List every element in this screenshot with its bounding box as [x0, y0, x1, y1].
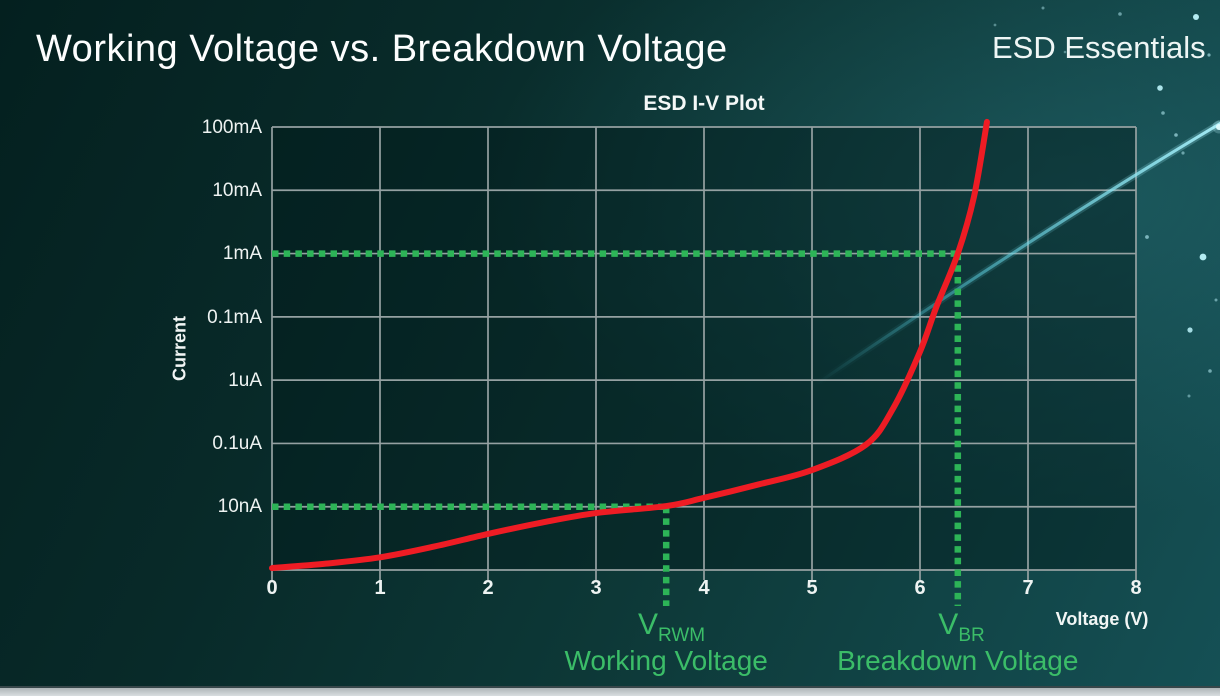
y-tick-label: 10nA [217, 496, 262, 517]
x-tick-label: 8 [1130, 577, 1142, 599]
y-tick-label: 1uA [228, 370, 262, 391]
x-tick-label: 4 [698, 577, 710, 599]
x-tick-label: 5 [806, 577, 818, 599]
background-particles [993, 6, 1220, 398]
grid-lines [271, 126, 1137, 580]
x-axis-title: Voltage (V) [1055, 609, 1149, 629]
y-tick-label: 100mA [201, 117, 262, 138]
vbr-v: V [938, 608, 959, 641]
chart-title: ESD I-V Plot [643, 92, 765, 115]
y-axis-title: Current [169, 316, 190, 382]
x-tick-label: 7 [1022, 577, 1034, 599]
x-tick-label: 2 [482, 577, 494, 599]
x-tick-label: 6 [914, 577, 926, 599]
iv-curve [269, 118, 990, 572]
slide-title: Working Voltage vs. Breakdown Voltage [36, 28, 728, 70]
annotation-guide-dotted-lines [272, 250, 962, 606]
background-swoosh [813, 119, 1220, 388]
working-voltage-label: Working Voltage [564, 645, 768, 676]
vrwm-v: V [637, 608, 658, 641]
vrwm-symbol: VRWM [638, 608, 705, 647]
x-tick-label: 3 [590, 577, 602, 599]
bottom-edge-bar [0, 686, 1220, 696]
y-tick-label: 10mA [212, 180, 262, 201]
vrwm-subscript: RWM [657, 625, 706, 646]
y-tick-label: 1mA [222, 243, 262, 264]
breakdown-voltage-label: Breakdown Voltage [837, 645, 1079, 676]
x-tick-label: 0 [266, 577, 278, 599]
vbr-symbol: VBR [938, 608, 984, 647]
y-tick-label: 0.1uA [212, 433, 262, 454]
vbr-subscript: BR [958, 625, 985, 646]
y-tick-label: 0.1mA [207, 307, 262, 328]
brand-logo-text: ESD Essentials [992, 30, 1206, 65]
x-tick-label: 1 [374, 577, 386, 599]
